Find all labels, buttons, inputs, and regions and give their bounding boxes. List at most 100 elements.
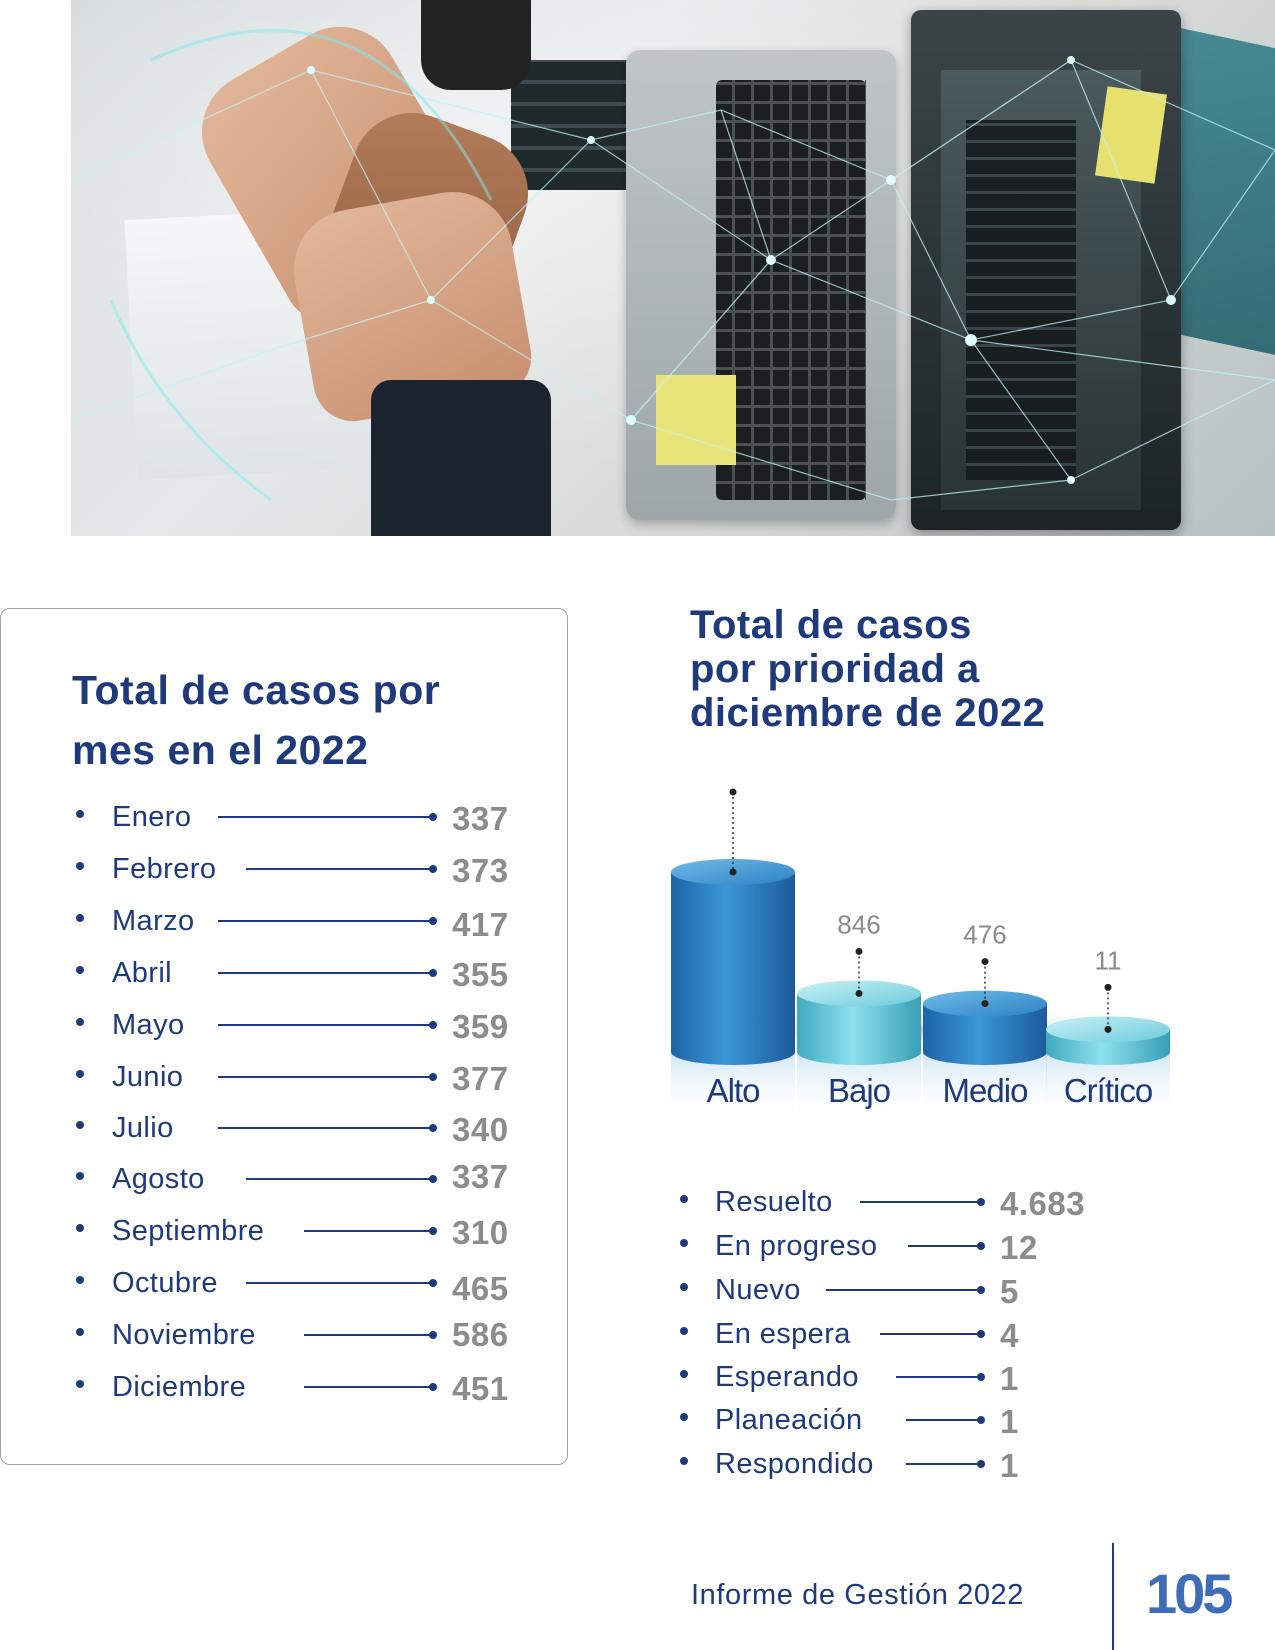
leader-line <box>304 1227 437 1235</box>
leader-line <box>880 1330 985 1338</box>
category-label: Alto <box>707 1072 760 1109</box>
month-label: Septiembre <box>112 1215 265 1247</box>
month-value: 340 <box>452 1111 509 1148</box>
bullet-icon <box>76 966 84 974</box>
month-label: Enero <box>112 801 192 833</box>
status-label: Planeación <box>715 1404 863 1436</box>
leader-dot <box>855 989 863 997</box>
report-title: Informe de Gestión 2022 <box>691 1579 1024 1611</box>
month-label: Abril <box>112 957 173 989</box>
leader-line <box>246 1279 437 1287</box>
status-value: 1 <box>1000 1447 1019 1484</box>
month-label: Marzo <box>112 905 195 937</box>
monthly-cases-title: Total de casos por mes en el 2022 <box>72 660 542 780</box>
bullet-icon <box>76 1172 84 1180</box>
status-label: Esperando <box>715 1361 859 1393</box>
month-row: Marzo 417 <box>76 904 536 942</box>
bullet-icon <box>76 1224 84 1232</box>
month-value: 337 <box>452 800 509 837</box>
bullet-icon <box>680 1195 688 1203</box>
bullet-icon <box>76 1380 84 1388</box>
leader-line <box>218 1073 437 1081</box>
bar-medio <box>923 1003 1047 1065</box>
leader-line <box>218 813 437 821</box>
month-label: Agosto <box>112 1163 205 1195</box>
month-label: Octubre <box>112 1267 218 1299</box>
status-value: 4 <box>1000 1317 1019 1354</box>
bullet-icon <box>680 1239 688 1247</box>
leader-line <box>906 1460 985 1468</box>
status-row: En espera 4 <box>680 1317 1120 1354</box>
month-row: Agosto 337 <box>76 1160 536 1196</box>
month-value: 377 <box>452 1060 509 1097</box>
status-value: 5 <box>1000 1273 1019 1310</box>
category-label: Medio <box>943 1072 1028 1109</box>
bullet-icon <box>680 1457 688 1465</box>
month-value: 451 <box>452 1370 509 1407</box>
month-value: 355 <box>452 956 509 993</box>
month-row: Enero 337 <box>76 800 536 837</box>
bullet-icon <box>76 914 84 922</box>
status-label: Resuelto <box>715 1186 833 1218</box>
category-label: Crítico <box>1064 1072 1152 1109</box>
monthly-cases-card <box>0 608 568 1465</box>
status-value: 1 <box>1000 1403 1019 1440</box>
status-label: Nuevo <box>715 1274 801 1306</box>
bullet-icon <box>680 1413 688 1421</box>
bullet-icon <box>76 1121 84 1129</box>
category-label: Bajo <box>828 1072 890 1109</box>
leader-line <box>906 1416 985 1424</box>
data-label: 476 <box>963 920 1006 950</box>
status-row: Nuevo 5 <box>680 1273 1120 1310</box>
data-label: 11 <box>1095 945 1122 975</box>
laptop-right-keyboard <box>966 120 1076 480</box>
month-row: Junio 377 <box>76 1060 536 1097</box>
month-value: 586 <box>452 1316 509 1353</box>
status-label: Respondido <box>715 1448 874 1480</box>
leader-dot <box>729 868 737 876</box>
leader-line <box>860 1198 985 1206</box>
status-value: 1 <box>1000 1360 1019 1397</box>
leader-dot <box>1104 1025 1112 1033</box>
month-label: Noviembre <box>112 1319 256 1351</box>
month-value: 417 <box>452 906 509 943</box>
title-line: por prioridad a <box>690 647 980 691</box>
leader-line <box>304 1331 437 1339</box>
month-row: Abril 355 <box>76 956 536 993</box>
leader-line <box>218 969 437 977</box>
priority-chart-title: Total de casos por prioridad a diciembre… <box>690 603 1150 735</box>
month-label: Febrero <box>112 853 217 885</box>
title-line: diciembre de 2022 <box>690 691 1046 735</box>
laptop-keyboard <box>716 80 866 500</box>
status-value: 4.683 <box>1000 1185 1086 1222</box>
leader-dot <box>729 788 737 796</box>
bullet-icon <box>680 1283 688 1291</box>
month-row: Diciembre 451 <box>76 1370 536 1407</box>
title-line: Total de casos por <box>72 667 441 713</box>
month-value: 373 <box>452 852 509 889</box>
bullet-icon <box>680 1370 688 1378</box>
month-value: 359 <box>452 1008 509 1045</box>
bullet-icon <box>76 1276 84 1284</box>
leader-dot <box>1104 983 1112 991</box>
leader-dot <box>855 947 863 955</box>
bar-bajo <box>797 993 921 1065</box>
sticky-note <box>656 375 736 465</box>
page-number: 105 <box>1146 1562 1233 1625</box>
status-row: Resuelto 4.683 <box>680 1185 1120 1222</box>
sleeve <box>421 0 531 90</box>
month-value: 310 <box>452 1214 509 1251</box>
leader-line <box>246 865 437 873</box>
month-row: Octubre 465 <box>76 1266 536 1306</box>
bullet-icon <box>76 1018 84 1026</box>
leader-line <box>304 1383 437 1391</box>
status-label: En progreso <box>715 1230 878 1262</box>
leader-line <box>896 1373 985 1381</box>
month-row: Julio 340 <box>76 1111 536 1148</box>
month-label: Diciembre <box>112 1371 247 1403</box>
bullet-icon <box>76 862 84 870</box>
leader-line <box>218 1124 437 1132</box>
sleeve <box>371 380 551 536</box>
network-overlay <box>71 29 1275 502</box>
leader-line <box>218 1021 437 1029</box>
